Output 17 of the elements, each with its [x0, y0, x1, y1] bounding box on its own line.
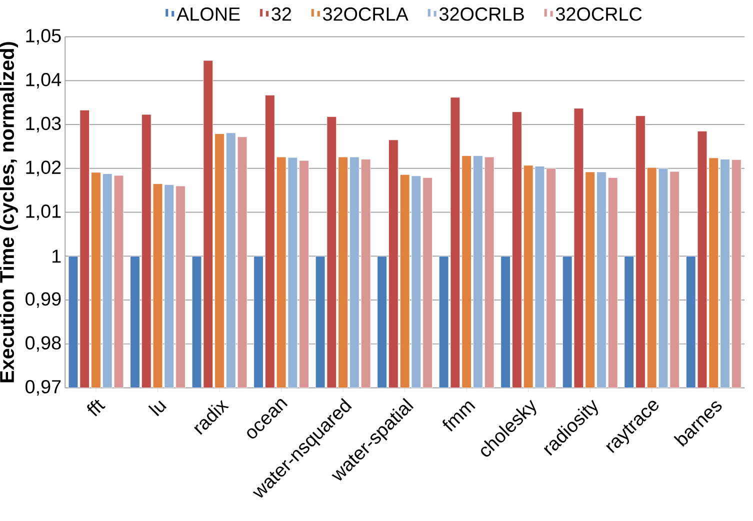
x-tick-label: lu	[148, 400, 167, 416]
legend-label: 32OCRLB	[439, 7, 524, 21]
legend-label: ALONE	[176, 7, 240, 21]
y-tick-label: 1,02	[26, 160, 61, 176]
y-tick-label: 1	[52, 250, 61, 263]
y-tick-label: 1,05	[26, 29, 61, 45]
y-tick-label: 0,99	[26, 292, 61, 308]
legend-label: 32OCRLC	[556, 7, 642, 21]
y-tick-label: 1,01	[26, 204, 61, 220]
y-tick-label: 1,03	[26, 116, 61, 132]
y-tick-label: 1,04	[26, 72, 62, 89]
y-tick-label: 0,98	[26, 336, 61, 352]
x-tick-label: fmm	[442, 402, 476, 432]
legend-label: 32OCRLA	[323, 7, 408, 21]
x-tick-label: fft	[87, 400, 106, 416]
legend-label: 32	[272, 7, 292, 21]
y-tick-label: 0,97	[26, 380, 61, 396]
